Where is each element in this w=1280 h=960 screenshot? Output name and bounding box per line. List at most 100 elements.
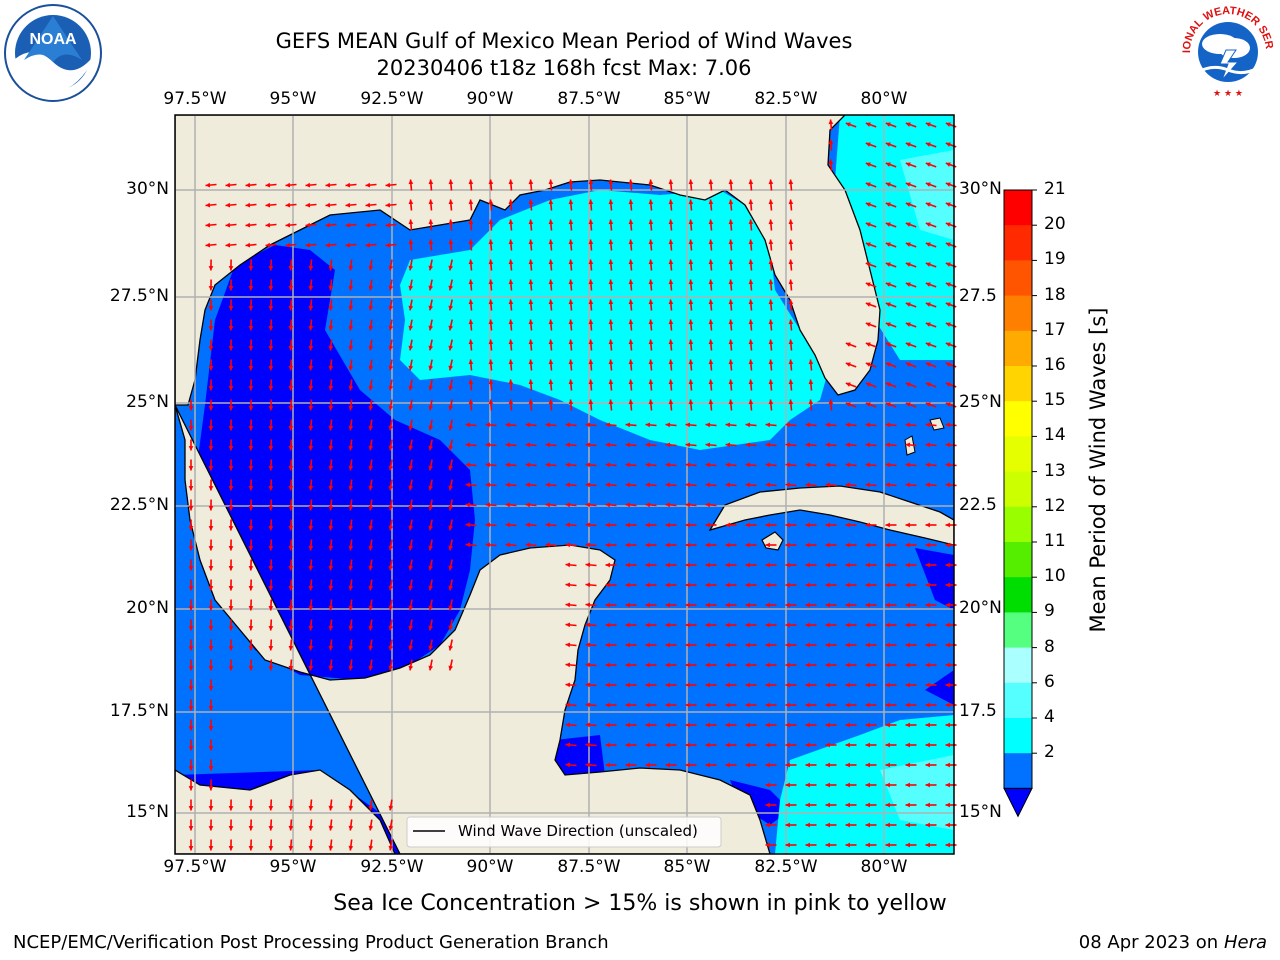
wind-wave-arrow [768, 339, 774, 351]
wind-wave-arrow [765, 542, 777, 548]
wind-wave-arrow [925, 242, 937, 248]
wind-wave-arrow [628, 379, 634, 391]
wind-wave-arrow [465, 482, 477, 488]
wind-wave-arrow [388, 519, 394, 531]
wind-wave-arrow [208, 519, 214, 531]
wind-wave-arrow [665, 562, 677, 568]
wind-wave-arrow [308, 559, 314, 571]
wind-wave-arrow [305, 182, 317, 188]
wind-wave-arrow [388, 279, 394, 291]
wind-wave-arrow [408, 579, 414, 591]
wind-wave-arrow [208, 319, 214, 331]
wind-wave-arrow [688, 239, 694, 251]
graticule [175, 115, 954, 854]
axis-tick-label: 15°N [126, 802, 169, 822]
wind-wave-arrow [645, 602, 657, 608]
wind-wave-arrow [628, 259, 634, 271]
wind-wave-arrow [925, 142, 937, 148]
wind-wave-arrow [768, 239, 774, 251]
wind-wave-arrow [825, 602, 837, 608]
wind-wave-arrow [828, 159, 834, 171]
wind-wave-arrow [365, 182, 377, 188]
wind-wave-arrow [825, 662, 837, 668]
wind-wave-arrow [925, 522, 937, 528]
wind-wave-arrow [325, 182, 337, 188]
wind-wave-arrow [188, 659, 194, 671]
wind-wave-arrow [925, 562, 937, 568]
colorbar-segment [1004, 612, 1032, 649]
wind-wave-arrow [808, 399, 814, 411]
wind-wave-arrow [208, 639, 214, 651]
wind-wave-arrow [328, 439, 334, 451]
wind-wave-arrow [348, 799, 354, 811]
wind-wave-arrow [568, 339, 574, 351]
wind-wave-arrow [388, 659, 394, 671]
wind-wave-arrow [488, 339, 494, 351]
wind-wave-arrow [248, 299, 254, 311]
wind-wave-arrow [468, 299, 474, 311]
wind-wave-arrow [628, 219, 634, 231]
wind-wave-arrow [508, 239, 514, 251]
wind-wave-arrow [328, 379, 334, 391]
wind-wave-arrow [268, 379, 274, 391]
wind-wave-arrow [725, 562, 737, 568]
wind-wave-arrow [905, 422, 917, 428]
wind-wave-arrow [845, 482, 857, 488]
colorbar-tick-label: 11 [1044, 531, 1066, 551]
wind-wave-arrow [865, 142, 877, 148]
wind-wave-arrow [668, 359, 674, 371]
wind-wave-arrow [488, 399, 494, 411]
wind-wave-arrow [925, 222, 937, 228]
axis-tick-label: 85°W [663, 89, 711, 109]
wind-wave-arrow [208, 659, 214, 671]
wind-wave-arrow [208, 359, 214, 371]
wind-wave-arrow [648, 319, 654, 331]
wind-wave-arrow [825, 622, 837, 628]
wind-wave-arrow [408, 259, 414, 271]
wind-wave-arrow [885, 742, 897, 748]
wind-wave-arrow [825, 422, 837, 428]
axis-tick-label: 87.5°W [557, 857, 621, 877]
wind-wave-arrow [665, 442, 677, 448]
wind-wave-arrow [565, 522, 577, 528]
wind-wave-arrow [765, 642, 777, 648]
wind-wave-arrow [565, 622, 577, 628]
wind-wave-arrow [348, 599, 354, 611]
axis-tick-label: 97.5°W [163, 857, 227, 877]
wind-wave-arrow [568, 379, 574, 391]
wind-wave-arrow [348, 479, 354, 491]
wind-wave-arrow [428, 199, 434, 211]
wind-wave-arrow [885, 162, 897, 168]
wind-wave-arrow [208, 259, 214, 271]
wind-wave-arrow [348, 279, 354, 291]
wind-wave-arrow [645, 422, 657, 428]
wind-wave-arrow [865, 222, 877, 228]
wind-wave-arrow [248, 479, 254, 491]
wind-wave-arrow [805, 562, 817, 568]
wind-wave-arrow [748, 339, 754, 351]
wind-wave-arrow [585, 682, 597, 688]
wind-wave-arrow [885, 702, 897, 708]
wind-wave-arrow [685, 582, 697, 588]
wind-wave-arrow [745, 442, 757, 448]
wind-wave-arrow [905, 702, 917, 708]
wind-wave-arrow [368, 619, 374, 631]
wind-wave-arrow [505, 502, 517, 508]
colorbar-segment [1004, 295, 1032, 332]
wind-wave-arrow [648, 259, 654, 271]
wind-wave-arrow [768, 259, 774, 271]
colorbar-tick-label: 12 [1044, 495, 1066, 516]
wind-wave-arrow [548, 339, 554, 351]
wind-wave-arrow [725, 422, 737, 428]
wind-wave-arrow [208, 299, 214, 311]
wind-wave-arrow [845, 422, 857, 428]
colorbar-segment [1004, 401, 1032, 437]
wind-wave-arrow [388, 319, 394, 331]
wind-wave-arrow [768, 319, 774, 331]
wind-wave-arrow [845, 542, 857, 548]
wind-wave-arrow [288, 439, 294, 451]
wind-wave-arrow [905, 762, 917, 768]
sea-ice-note: Sea Ice Concentration > 15% is shown in … [333, 891, 947, 916]
wind-wave-arrow [708, 179, 714, 191]
wind-wave-arrow [228, 839, 234, 851]
